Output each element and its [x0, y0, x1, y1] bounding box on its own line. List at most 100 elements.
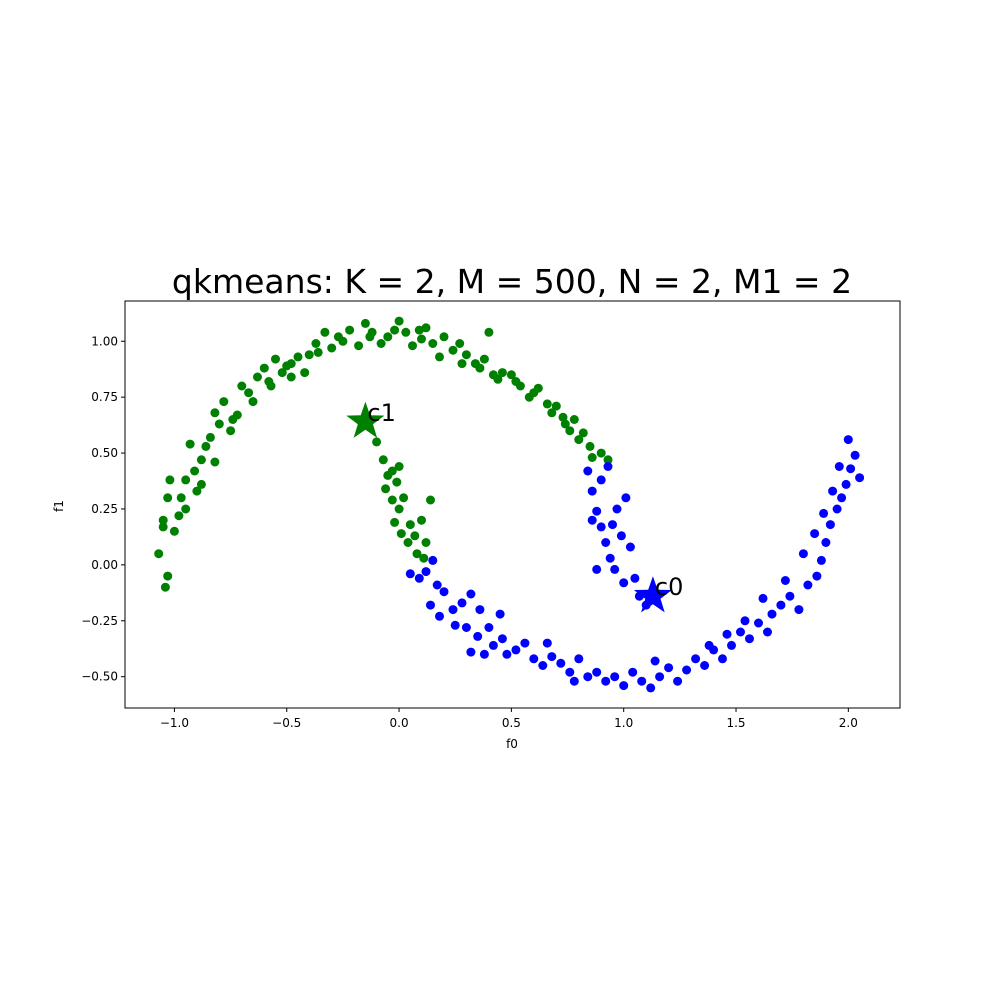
scatter-point [466, 647, 476, 657]
scatter-point [767, 609, 777, 619]
scatter-point [682, 665, 692, 675]
scatter-point [338, 336, 348, 346]
scatter-point [327, 343, 337, 353]
scatter-point [596, 522, 606, 532]
scatter-point [763, 627, 772, 637]
scatter-point [529, 654, 539, 664]
scatter-point [608, 520, 617, 530]
scatter-point [428, 555, 438, 565]
scatter-point [461, 623, 471, 632]
scatter-point [646, 683, 656, 693]
scatter-point [237, 381, 247, 391]
scatter-point [421, 538, 431, 547]
x-tick-label: −0.5 [272, 716, 301, 730]
scatter-point [439, 332, 449, 342]
scatter-point [569, 676, 579, 686]
x-axis-label: f0 [506, 737, 518, 751]
centroid-label: c1 [367, 399, 395, 427]
scatter-point [488, 640, 498, 650]
scatter-point [596, 448, 606, 458]
scatter-point [293, 352, 303, 362]
scatter-point [181, 475, 191, 485]
scatter-point [587, 486, 597, 496]
scatter-point [383, 332, 393, 342]
scatter-point [286, 372, 296, 382]
scatter-point [426, 495, 435, 505]
centroid-star-marker [346, 401, 385, 438]
y-tick-label: 0.50 [91, 446, 118, 460]
scatter-point [210, 457, 220, 467]
scatter-point [381, 484, 391, 494]
scatter-point [812, 571, 822, 581]
scatter-point [432, 580, 442, 590]
x-axis: −1.0 −0.5 0.0 0.5 1.0 1.5 2.0 [160, 708, 858, 730]
scatter-point [205, 432, 215, 442]
scatter-point [475, 363, 485, 373]
scatter-point [565, 667, 575, 677]
scatter-point [466, 589, 476, 599]
scatter-point [304, 350, 314, 360]
scatter-point [248, 397, 258, 407]
y-axis-label: f1 [52, 500, 66, 512]
scatter-point [378, 455, 388, 465]
scatter-point [457, 359, 467, 369]
scatter-point [722, 629, 732, 639]
scatter-point [821, 538, 831, 547]
scatter-point [457, 598, 467, 608]
scatter-point [816, 555, 826, 565]
scatter-point [819, 508, 829, 518]
scatter-point [163, 571, 173, 581]
scatter-point [479, 354, 489, 364]
scatter-point [403, 538, 413, 547]
scatter-point [520, 638, 530, 648]
scatter-point [196, 455, 206, 465]
scatter-point [169, 526, 179, 536]
y-axis: −0.50 −0.25 0.00 0.25 0.50 0.75 1.00 [81, 334, 125, 684]
scatter-point [837, 493, 847, 503]
y-tick-label: −0.25 [81, 614, 118, 628]
scatter-point [376, 339, 386, 348]
scatter-point [825, 520, 835, 530]
scatter-point [181, 504, 191, 514]
scatter-point [506, 370, 516, 380]
scatter-point [569, 415, 579, 424]
scatter-point [798, 549, 808, 559]
scatter-point [320, 327, 330, 337]
x-tick-label: 1.0 [614, 716, 633, 730]
scatter-point [619, 578, 629, 588]
scatter-point [542, 399, 552, 409]
scatter-point [286, 359, 296, 369]
scatter-point [428, 339, 438, 348]
scatter-point [401, 327, 411, 337]
scatter-point [360, 318, 370, 328]
scatter-point [405, 520, 415, 530]
scatter-point [834, 462, 844, 471]
scatter-point [603, 455, 613, 465]
scatter-point [450, 620, 460, 630]
scatter-point [616, 531, 626, 541]
scatter-point [736, 627, 745, 637]
scatter-point [163, 493, 173, 503]
scatter-point [585, 441, 595, 451]
scatter-point [511, 645, 521, 655]
scatter-point [780, 576, 790, 585]
x-tick-label: 0.0 [390, 716, 409, 730]
scatter-point [426, 600, 435, 610]
scatter-point [158, 522, 168, 532]
scatter-point [408, 341, 417, 351]
scatter-point [219, 397, 229, 407]
scatter-point [345, 325, 355, 335]
y-tick-label: 1.00 [91, 334, 118, 348]
scatter-point [601, 676, 611, 686]
scatter-point [185, 439, 195, 449]
scatter-point [700, 661, 710, 670]
scatter-point [259, 363, 269, 373]
plot-area: c1 c0 [154, 316, 865, 693]
scatter-point [277, 368, 287, 378]
scatter-point [610, 564, 620, 574]
scatter-point [578, 428, 588, 438]
scatter-point [192, 486, 202, 496]
scatter-point [455, 339, 465, 348]
scatter-point [421, 323, 431, 333]
